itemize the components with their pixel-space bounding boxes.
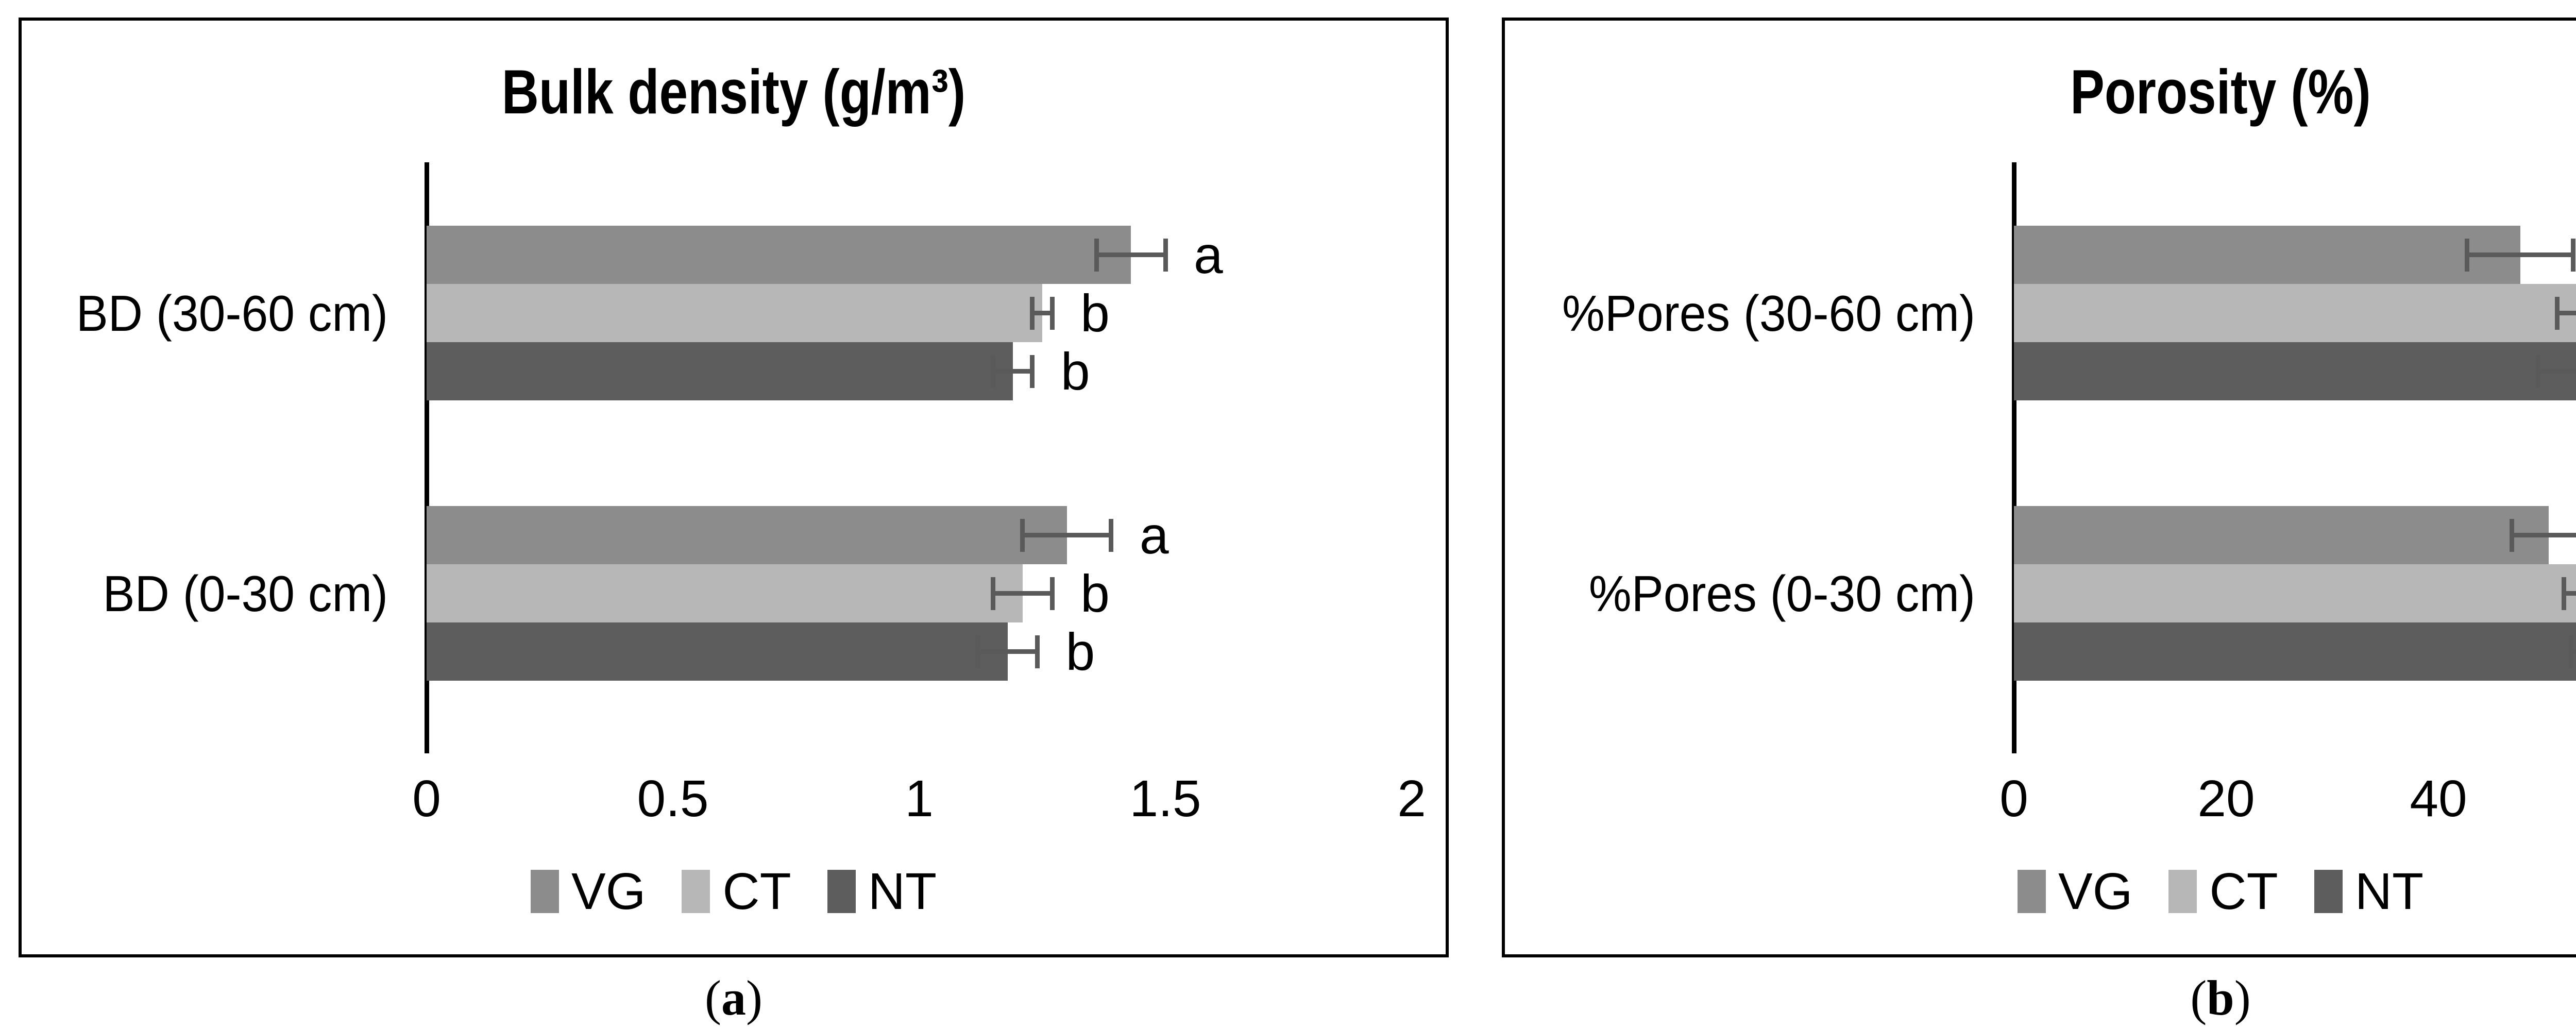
chart-title-b: Porosity (%) [2070, 57, 2371, 127]
x-tick-label: 1.5 [1129, 770, 1201, 828]
error-cap-left [2509, 518, 2514, 552]
caption-paren-open: ( [2190, 970, 2207, 1025]
legend-label-ct: CT [2209, 863, 2278, 920]
error-bar [1096, 252, 1165, 257]
error-bar [2571, 649, 2576, 654]
sig-letter: a [1194, 225, 1223, 284]
sig-letter: a [1139, 505, 1169, 565]
error-bar [2467, 252, 2573, 257]
caption-letter: a [721, 970, 746, 1025]
error-bar [978, 649, 1038, 654]
caption-paren-close: ) [746, 970, 762, 1025]
sig-letter: b [1060, 342, 1090, 401]
error-cap-left [1020, 518, 1025, 552]
legend-swatch-nt [2314, 870, 2343, 913]
error-cap-left [2569, 635, 2573, 668]
bar-nt [427, 622, 1008, 681]
legend-label-ct: CT [722, 863, 791, 920]
x-tick-label: 2 [1397, 770, 1426, 828]
bar-ct [2014, 284, 2576, 342]
error-bar [2538, 369, 2576, 374]
error-bar [2557, 311, 2576, 315]
legend-b: VG CT NT [1705, 853, 2576, 930]
bar-vg [427, 226, 1131, 284]
error-cap-left [2465, 238, 2470, 272]
error-bar [1022, 533, 1111, 537]
category-label: %Pores (30-60 cm) [1562, 284, 1975, 342]
caption-paren-close: ) [2234, 970, 2251, 1025]
legend-label-vg: VG [2058, 863, 2133, 920]
x-tick-label: 60 [2573, 763, 2576, 835]
x-tick-label: 0 [412, 770, 441, 828]
error-cap-right [1030, 355, 1035, 388]
error-cap-right [1035, 635, 1040, 668]
legend-swatch-ct [2168, 870, 2197, 913]
legend-item-vg: VG [2017, 853, 2133, 930]
error-cap-left [2561, 577, 2566, 610]
legend-swatch-vg [2017, 870, 2046, 913]
panel-a [19, 18, 1449, 957]
caption-paren-open: ( [705, 970, 721, 1025]
bar-nt [2014, 622, 2576, 681]
error-bar [993, 369, 1032, 374]
bar-nt [2014, 342, 2576, 400]
legend-swatch-ct [682, 870, 710, 913]
error-cap-right [1049, 296, 1055, 330]
legend-swatch-nt [827, 870, 856, 913]
x-tick-label: 20 [2197, 770, 2255, 828]
legend-label-nt: NT [2354, 863, 2424, 920]
y-axis-line [2011, 162, 2016, 753]
caption-a: (a) [579, 965, 888, 1028]
legend-label-vg: VG [571, 863, 646, 920]
bar-ct [427, 564, 1023, 622]
error-cap-left [1030, 296, 1035, 330]
error-cap-right [2571, 238, 2576, 272]
x-tick-label: 40 [2410, 770, 2467, 828]
caption-b: (b) [2066, 965, 2375, 1028]
bar-nt [427, 342, 1013, 400]
sig-letter: b [1080, 564, 1110, 623]
chart-title-a: Bulk density (g/m³) [501, 57, 966, 127]
category-label: BD (30-60 cm) [76, 284, 388, 342]
error-cap-left [990, 355, 995, 388]
panel-b [1502, 18, 2576, 957]
legend-swatch-vg [530, 870, 559, 913]
error-bar [2512, 533, 2576, 537]
legend-a: VG CT NT [218, 853, 1249, 930]
category-label: %Pores (0-30 cm) [1588, 565, 1975, 622]
legend-label-nt: NT [868, 863, 937, 920]
error-bar [1032, 311, 1053, 315]
error-cap-left [2536, 355, 2541, 388]
bar-ct [427, 284, 1042, 342]
category-label: BD (0-30 cm) [103, 565, 388, 622]
error-cap-left [1094, 238, 1099, 272]
bar-vg [2014, 226, 2520, 284]
legend-item-ct: CT [2168, 853, 2278, 930]
bar-vg [427, 506, 1067, 564]
error-cap-left [976, 635, 981, 668]
sig-letter: b [1080, 283, 1110, 343]
legend-item-nt: NT [2314, 853, 2424, 930]
bar-vg [2014, 506, 2549, 564]
error-bar [2564, 591, 2576, 596]
bar-ct [2014, 564, 2576, 622]
error-cap-right [1109, 518, 1114, 552]
x-tick-label: 1 [905, 770, 934, 828]
caption-letter: b [2207, 970, 2234, 1025]
error-cap-right [1163, 238, 1168, 272]
error-cap-right [1049, 577, 1055, 610]
sig-letter: b [1065, 622, 1095, 681]
legend-item-ct: CT [682, 853, 791, 930]
y-axis-line [424, 162, 429, 753]
x-tick-label: 0.5 [637, 770, 709, 828]
x-tick-label: 0 [1999, 770, 2028, 828]
error-bar [993, 591, 1053, 596]
error-cap-left [2555, 296, 2560, 330]
legend-item-vg: VG [530, 853, 646, 930]
error-cap-left [990, 577, 995, 610]
legend-item-nt: NT [827, 853, 937, 930]
